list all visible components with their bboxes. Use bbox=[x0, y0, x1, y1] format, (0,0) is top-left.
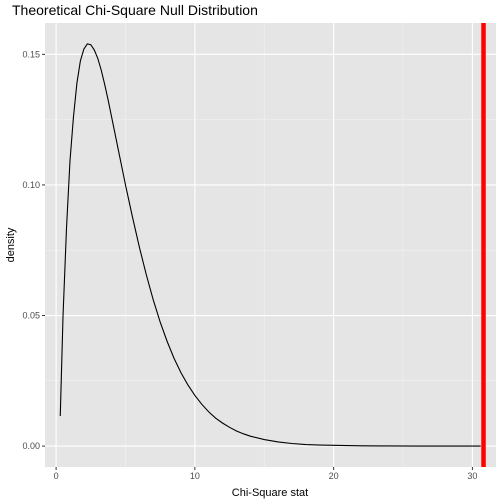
minor-gridlines bbox=[45, 23, 496, 467]
y-axis-ticks: 0.00 0.05 0.10 0.15 bbox=[22, 49, 45, 451]
y-tick-label: 0.00 bbox=[22, 441, 40, 451]
chart-title: Theoretical Chi-Square Null Distribution bbox=[12, 2, 258, 18]
x-tick-label: 30 bbox=[467, 471, 477, 481]
x-tick-label: 10 bbox=[190, 471, 200, 481]
x-tick-label: 20 bbox=[329, 471, 339, 481]
y-tick-label: 0.15 bbox=[22, 49, 40, 59]
x-axis-ticks: 0 10 20 30 bbox=[54, 467, 477, 481]
y-tick-label: 0.05 bbox=[22, 311, 40, 321]
x-tick-label: 0 bbox=[54, 471, 59, 481]
x-axis-label: Chi-Square stat bbox=[232, 487, 308, 499]
y-tick-label: 0.10 bbox=[22, 180, 40, 190]
plot-panel bbox=[45, 23, 496, 467]
y-axis-label: density bbox=[5, 227, 17, 262]
major-gridlines bbox=[45, 23, 496, 467]
density-curve bbox=[59, 43, 481, 447]
